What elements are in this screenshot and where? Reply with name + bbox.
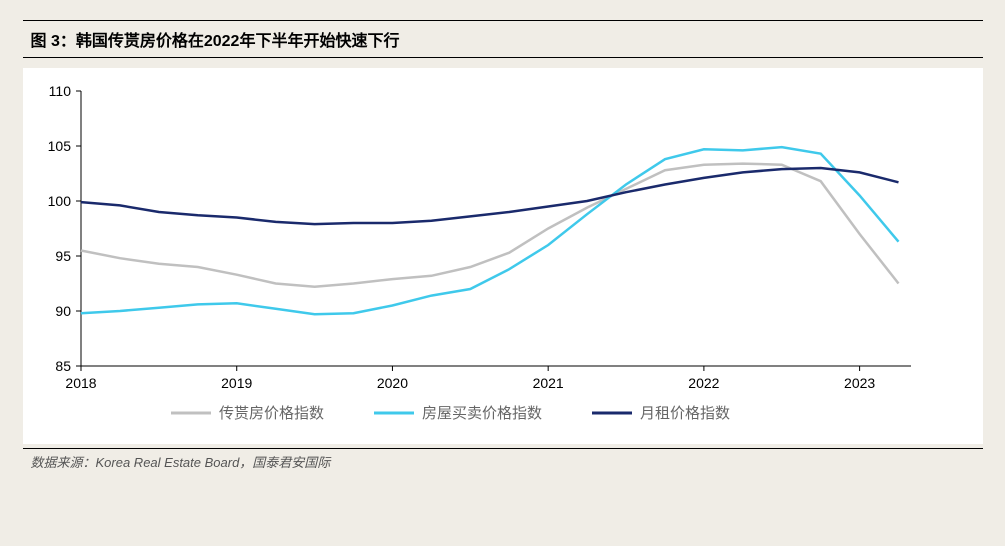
figure-container: 图 3：韩国传贳房价格在2022年下半年开始快速下行 85 90 95 100 105 1… [23,20,983,474]
y-tick-label: 100 [47,193,71,209]
x-tick-label: 2023 [844,375,875,391]
series-line [81,147,899,314]
y-tick-label: 90 [55,303,71,319]
x-tick-label: 2022 [688,375,719,391]
y-tick-label: 110 [48,83,71,99]
legend-label: 传贳房价格指数 [219,405,324,422]
series-line [81,164,899,287]
series-line [81,168,899,224]
chart-source: 数据来源：Korea Real Estate Board，国泰君安国际 [23,448,983,474]
x-tick-label: 2021 [532,375,563,391]
legend-label: 房屋买卖价格指数 [422,405,542,422]
chart-title: 图 3：韩国传贳房价格在2022年下半年开始快速下行 [23,20,983,58]
y-tick-label: 105 [47,138,71,154]
line-chart-svg: 85 90 95 100 105 110 2018 2019 2020 2021 2022 2023 传… [31,76,931,436]
x-tick-label: 2019 [221,375,252,391]
chart-area: 85 90 95 100 105 110 2018 2019 2020 2021 2022 2023 传… [23,68,983,444]
legend-label: 月租价格指数 [640,405,730,422]
x-tick-label: 2020 [376,375,407,391]
x-tick-label: 2018 [65,375,96,391]
y-tick-label: 85 [55,358,71,374]
y-tick-label: 95 [55,248,71,264]
